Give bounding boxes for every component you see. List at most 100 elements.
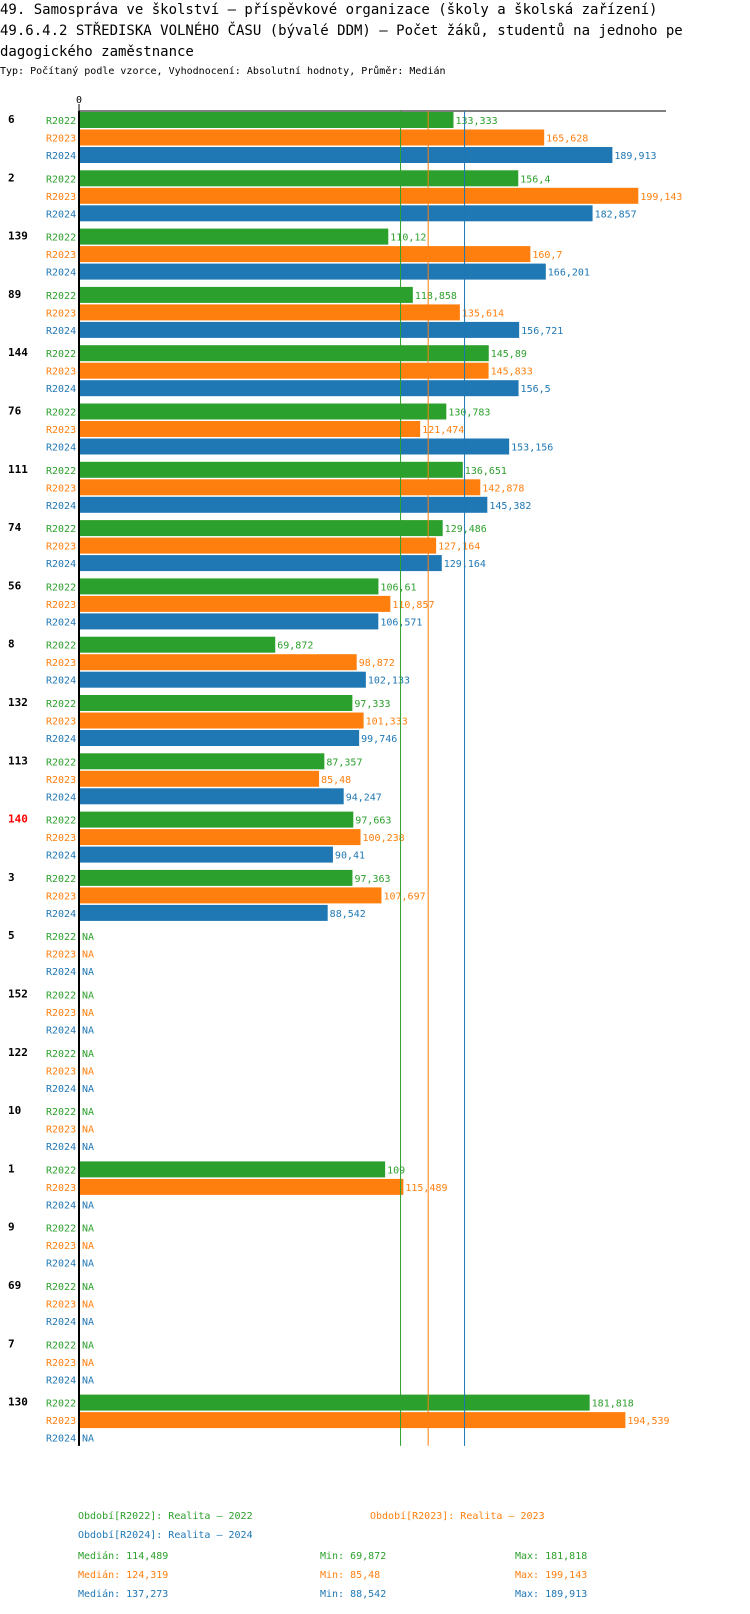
value-label-74-R2023: 127,164 [438,542,480,553]
series-label-5-R2023: R2023 [46,950,76,961]
value-label-3-R2024: 88,542 [330,909,366,920]
series-label-139-R2024: R2024 [46,268,76,279]
value-label-2-R2024: 182,857 [595,209,637,220]
bar-1-R2023 [79,1178,404,1195]
na-label-69-R2023: NA [82,1300,94,1311]
na-label-10-R2024: NA [82,1142,94,1153]
value-label-89-R2024: 156,721 [521,326,563,337]
group-label-6: 6 [8,113,15,126]
series-label-10-R2023: R2023 [46,1125,76,1136]
series-label-74-R2022: R2022 [46,524,76,535]
value-label-74-R2022: 129,486 [445,524,487,535]
bar-3-R2023 [79,887,382,904]
series-label-111-R2023: R2023 [46,483,76,494]
group-label-2: 2 [8,171,15,184]
series-label-10-R2024: R2024 [46,1142,76,1153]
series-label-111-R2024: R2024 [46,501,76,512]
series-label-140-R2023: R2023 [46,833,76,844]
series-label-5-R2022: R2022 [46,932,76,943]
bar-144-R2023 [79,362,489,379]
series-label-69-R2023: R2023 [46,1300,76,1311]
value-label-89-R2023: 135,614 [462,308,504,319]
bar-76-R2024 [79,438,510,455]
series-label-132-R2024: R2024 [46,734,76,745]
series-label-122-R2022: R2022 [46,1049,76,1060]
na-label-152-R2024: NA [82,1026,94,1037]
bar-1-R2022 [79,1161,386,1178]
bar-6-R2022 [79,112,454,128]
series-label-7-R2023: R2023 [46,1358,76,1369]
series-label-144-R2023: R2023 [46,367,76,378]
series-label-8-R2022: R2022 [46,641,76,652]
value-label-89-R2022: 118,858 [415,291,457,302]
series-label-140-R2024: R2024 [46,851,76,862]
bar-130-R2023 [79,1412,626,1429]
title-line-1: 49. Samospráva ve školství – příspěvkové… [0,2,658,18]
na-label-152-R2022: NA [82,991,94,1002]
value-label-144-R2022: 145,89 [491,349,527,360]
value-label-139-R2022: 110,12 [390,233,426,244]
na-label-7-R2023: NA [82,1358,94,1369]
series-label-9-R2023: R2023 [46,1241,76,1252]
series-label-8-R2024: R2024 [46,676,76,687]
value-label-140-R2024: 90,41 [335,851,365,862]
bar-132-R2022 [79,695,353,711]
value-label-144-R2024: 156,5 [521,384,551,395]
value-label-2-R2022: 156,4 [520,174,550,185]
bar-111-R2023 [79,479,481,496]
series-label-113-R2024: R2024 [46,792,76,803]
group-label-140: 140 [8,813,28,826]
title-line-3: dagogického zaměstnance [0,44,194,60]
na-label-5-R2022: NA [82,932,94,943]
value-label-140-R2022: 97,663 [355,816,391,827]
value-label-111-R2022: 136,651 [465,466,507,477]
na-label-152-R2023: NA [82,1008,94,1019]
value-label-132-R2022: 97,333 [354,699,390,710]
series-label-113-R2022: R2022 [46,757,76,768]
series-label-139-R2022: R2022 [46,233,76,244]
group-label-56: 56 [8,579,22,592]
series-label-132-R2023: R2023 [46,717,76,728]
value-label-56-R2022: 106,61 [380,582,416,593]
bar-3-R2024 [79,904,328,921]
value-label-2-R2023: 199,143 [640,192,682,203]
bar-89-R2022 [79,286,413,303]
series-label-1-R2022: R2022 [46,1165,76,1176]
bar-2-R2023 [79,187,639,204]
value-label-139-R2024: 166,201 [548,268,590,279]
na-label-9-R2024: NA [82,1259,94,1270]
value-label-144-R2023: 145,833 [491,367,533,378]
series-label-5-R2024: R2024 [46,967,76,978]
bar-56-R2024 [79,613,379,630]
title-line-2: 49.6.4.2 STŘEDISKA VOLNÉHO ČASU (bývalé … [0,23,683,39]
value-label-76-R2024: 153,156 [511,443,553,454]
value-label-130-R2023: 194,539 [627,1416,669,1427]
series-label-152-R2023: R2023 [46,1008,76,1019]
series-label-9-R2022: R2022 [46,1224,76,1235]
value-label-140-R2023: 100,238 [363,833,405,844]
series-label-56-R2024: R2024 [46,617,76,628]
value-label-6-R2023: 165,628 [546,134,588,145]
na-label-122-R2024: NA [82,1084,94,1095]
series-label-74-R2024: R2024 [46,559,76,570]
series-label-56-R2023: R2023 [46,600,76,611]
value-label-113-R2022: 87,357 [326,757,362,768]
bar-2-R2022 [79,170,519,187]
value-label-130-R2022: 181,818 [592,1399,634,1410]
series-label-144-R2024: R2024 [46,384,76,395]
series-label-3-R2022: R2022 [46,874,76,885]
group-label-69: 69 [8,1279,21,1292]
value-label-111-R2024: 145,382 [489,501,531,512]
group-label-9: 9 [8,1221,15,1234]
group-label-152: 152 [8,988,28,1001]
value-label-132-R2023: 101,333 [366,717,408,728]
series-label-89-R2023: R2023 [46,308,76,319]
value-label-8-R2022: 69,872 [277,641,313,652]
value-label-111-R2023: 142,878 [482,483,524,494]
bar-139-R2022 [79,228,389,245]
bar-111-R2022 [79,461,463,478]
series-label-2-R2024: R2024 [46,209,76,220]
value-label-6-R2024: 189,913 [614,151,656,162]
bar-89-R2024 [79,321,520,338]
